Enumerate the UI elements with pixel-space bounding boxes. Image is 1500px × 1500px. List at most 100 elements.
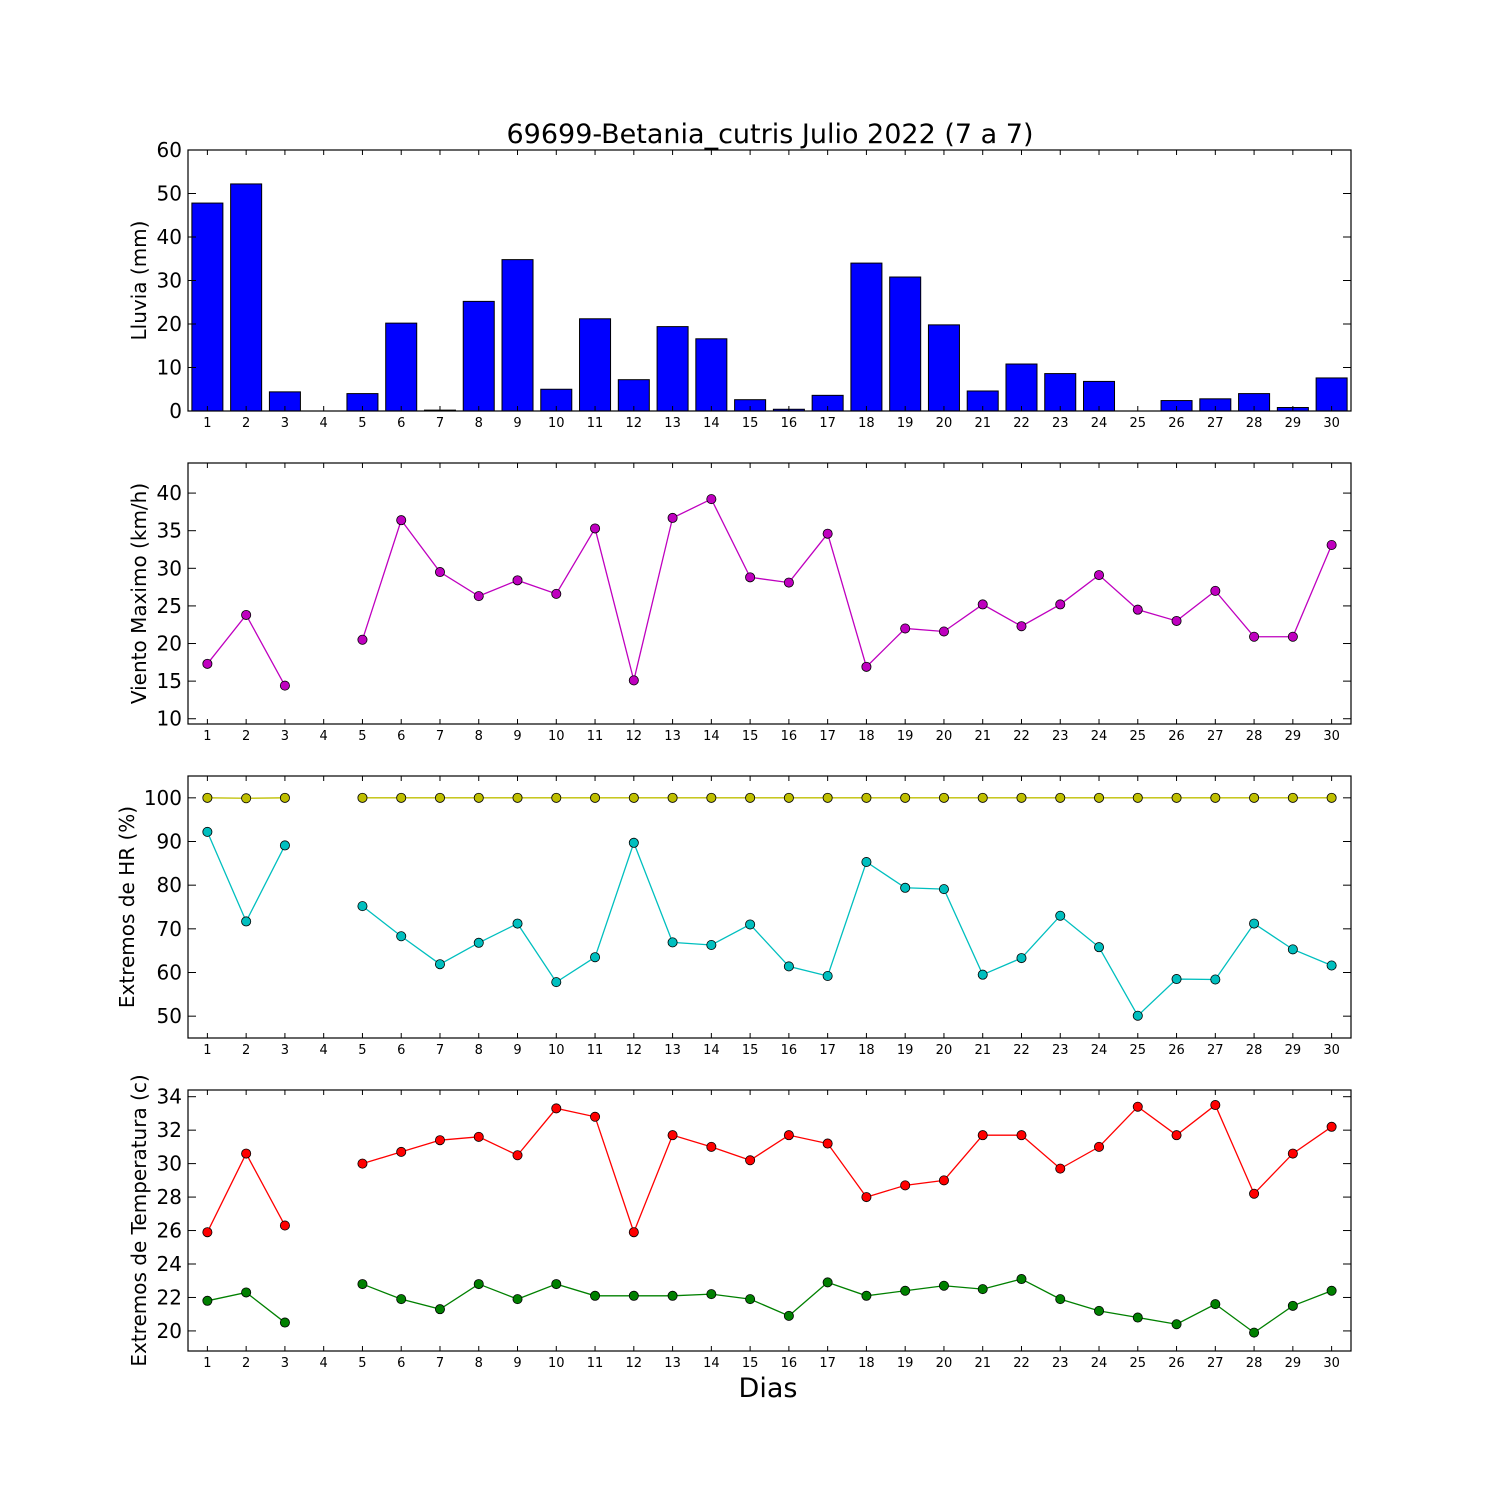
y-tick-label: 15 bbox=[157, 669, 182, 693]
series-2-point-day-13 bbox=[667, 1290, 678, 1301]
x-tick-label: 25 bbox=[1130, 416, 1147, 431]
series-1-point-day-20 bbox=[938, 792, 949, 803]
series-2-point-day-13 bbox=[667, 937, 678, 948]
series-2-point-day-2 bbox=[241, 1287, 252, 1298]
plot-frame bbox=[187, 775, 1352, 1039]
x-tick-label: 8 bbox=[475, 729, 483, 744]
x-tick-label: 26 bbox=[1168, 416, 1185, 431]
series-2-point-day-30 bbox=[1326, 1285, 1337, 1296]
x-tick-label: 22 bbox=[1013, 1356, 1030, 1371]
bar-day-1 bbox=[191, 202, 224, 412]
x-tick-label: 25 bbox=[1130, 729, 1147, 744]
x-tick-label: 6 bbox=[397, 1043, 405, 1058]
series-1-point-day-15 bbox=[745, 792, 756, 803]
series-1-point-day-21 bbox=[977, 1130, 988, 1141]
x-tick-label: 22 bbox=[1013, 416, 1030, 431]
x-tick-label: 12 bbox=[626, 1356, 643, 1371]
series-1-point-day-19 bbox=[900, 792, 911, 803]
series-1-point-day-27 bbox=[1210, 792, 1221, 803]
series-1-point-day-5 bbox=[357, 792, 368, 803]
x-tick-label: 10 bbox=[548, 1356, 565, 1371]
x-tick-label: 20 bbox=[936, 1356, 953, 1371]
series-2-point-day-20 bbox=[938, 884, 949, 895]
series-1-point-day-8 bbox=[473, 1131, 484, 1142]
series-1-point-day-7 bbox=[434, 567, 445, 578]
x-tick-label: 18 bbox=[858, 416, 875, 431]
series-1-point-day-25 bbox=[1132, 1101, 1143, 1112]
x-tick-label: 10 bbox=[548, 1043, 565, 1058]
x-axis-label: Dias bbox=[739, 1373, 798, 1404]
x-tick-label: 4 bbox=[320, 729, 328, 744]
x-tick-label: 30 bbox=[1323, 1043, 1340, 1058]
x-tick-label: 1 bbox=[203, 729, 211, 744]
series-1-point-day-24 bbox=[1094, 792, 1105, 803]
series-2-point-day-28 bbox=[1249, 918, 1260, 929]
y-tick-label: 70 bbox=[157, 917, 182, 941]
series-1-point-day-29 bbox=[1287, 792, 1298, 803]
y-tick-label: 40 bbox=[157, 225, 182, 249]
series-1-point-day-16 bbox=[783, 1130, 794, 1141]
series-2-point-day-14 bbox=[706, 1289, 717, 1300]
bar-day-2 bbox=[230, 183, 263, 412]
x-tick-label: 17 bbox=[819, 416, 836, 431]
series-1-point-day-15 bbox=[745, 572, 756, 583]
x-tick-label: 4 bbox=[320, 416, 328, 431]
x-tick-label: 4 bbox=[320, 1356, 328, 1371]
x-tick-label: 6 bbox=[397, 416, 405, 431]
bar-day-6 bbox=[385, 322, 418, 412]
x-tick-label: 17 bbox=[819, 1356, 836, 1371]
series-1-point-day-14 bbox=[706, 494, 717, 505]
plot-frame bbox=[187, 462, 1352, 725]
series-1-point-day-5 bbox=[357, 1158, 368, 1169]
x-tick-label: 16 bbox=[781, 1043, 798, 1058]
series-1-point-day-6 bbox=[396, 1146, 407, 1157]
series-2-point-day-23 bbox=[1055, 910, 1066, 921]
series-2-line-2 bbox=[362, 840, 1332, 1017]
series-2-point-day-15 bbox=[745, 919, 756, 930]
series-2-point-day-1 bbox=[202, 1295, 213, 1306]
series-1-point-day-10 bbox=[551, 1103, 562, 1114]
y-tick-label: 30 bbox=[157, 269, 182, 293]
series-1-point-day-13 bbox=[667, 1130, 678, 1141]
series-1-point-day-3 bbox=[279, 1220, 290, 1231]
x-tick-label: 14 bbox=[703, 416, 720, 431]
series-2-point-day-6 bbox=[396, 931, 407, 942]
series-2-point-day-21 bbox=[977, 969, 988, 980]
series-1-point-day-10 bbox=[551, 792, 562, 803]
series-2-point-day-3 bbox=[279, 1317, 290, 1328]
x-tick-label: 8 bbox=[475, 1356, 483, 1371]
y-axis-label: Viento Maximo (km/h) bbox=[127, 483, 151, 704]
series-2-point-day-22 bbox=[1016, 1274, 1027, 1285]
x-tick-label: 19 bbox=[897, 1043, 914, 1058]
series-1-point-day-6 bbox=[396, 515, 407, 526]
series-1-point-day-30 bbox=[1326, 539, 1337, 550]
x-tick-label: 26 bbox=[1168, 1043, 1185, 1058]
x-tick-label: 24 bbox=[1091, 416, 1108, 431]
x-tick-label: 20 bbox=[936, 729, 953, 744]
series-1-point-day-22 bbox=[1016, 792, 1027, 803]
x-tick-label: 27 bbox=[1207, 729, 1224, 744]
x-tick-label: 30 bbox=[1323, 416, 1340, 431]
x-tick-label: 1 bbox=[203, 1043, 211, 1058]
series-2-point-day-22 bbox=[1016, 953, 1027, 964]
x-tick-label: 12 bbox=[626, 729, 643, 744]
y-tick-label: 0 bbox=[169, 399, 182, 423]
series-1-point-day-29 bbox=[1287, 1148, 1298, 1159]
y-tick-label: 90 bbox=[157, 830, 182, 854]
x-tick-label: 9 bbox=[513, 416, 521, 431]
series-1-point-day-9 bbox=[512, 792, 523, 803]
series-1-point-day-8 bbox=[473, 792, 484, 803]
y-tick-label: 30 bbox=[157, 1152, 182, 1176]
y-tick-label: 10 bbox=[157, 707, 182, 731]
y-tick-label: 80 bbox=[157, 873, 182, 897]
x-tick-label: 18 bbox=[858, 1356, 875, 1371]
series-2-point-day-10 bbox=[551, 1279, 562, 1290]
series-1-point-day-13 bbox=[667, 792, 678, 803]
series-2-point-day-27 bbox=[1210, 974, 1221, 985]
x-tick-label: 14 bbox=[703, 1043, 720, 1058]
series-2-point-day-1 bbox=[202, 826, 213, 837]
x-tick-label: 8 bbox=[475, 416, 483, 431]
series-2-line-2 bbox=[362, 1278, 1332, 1334]
